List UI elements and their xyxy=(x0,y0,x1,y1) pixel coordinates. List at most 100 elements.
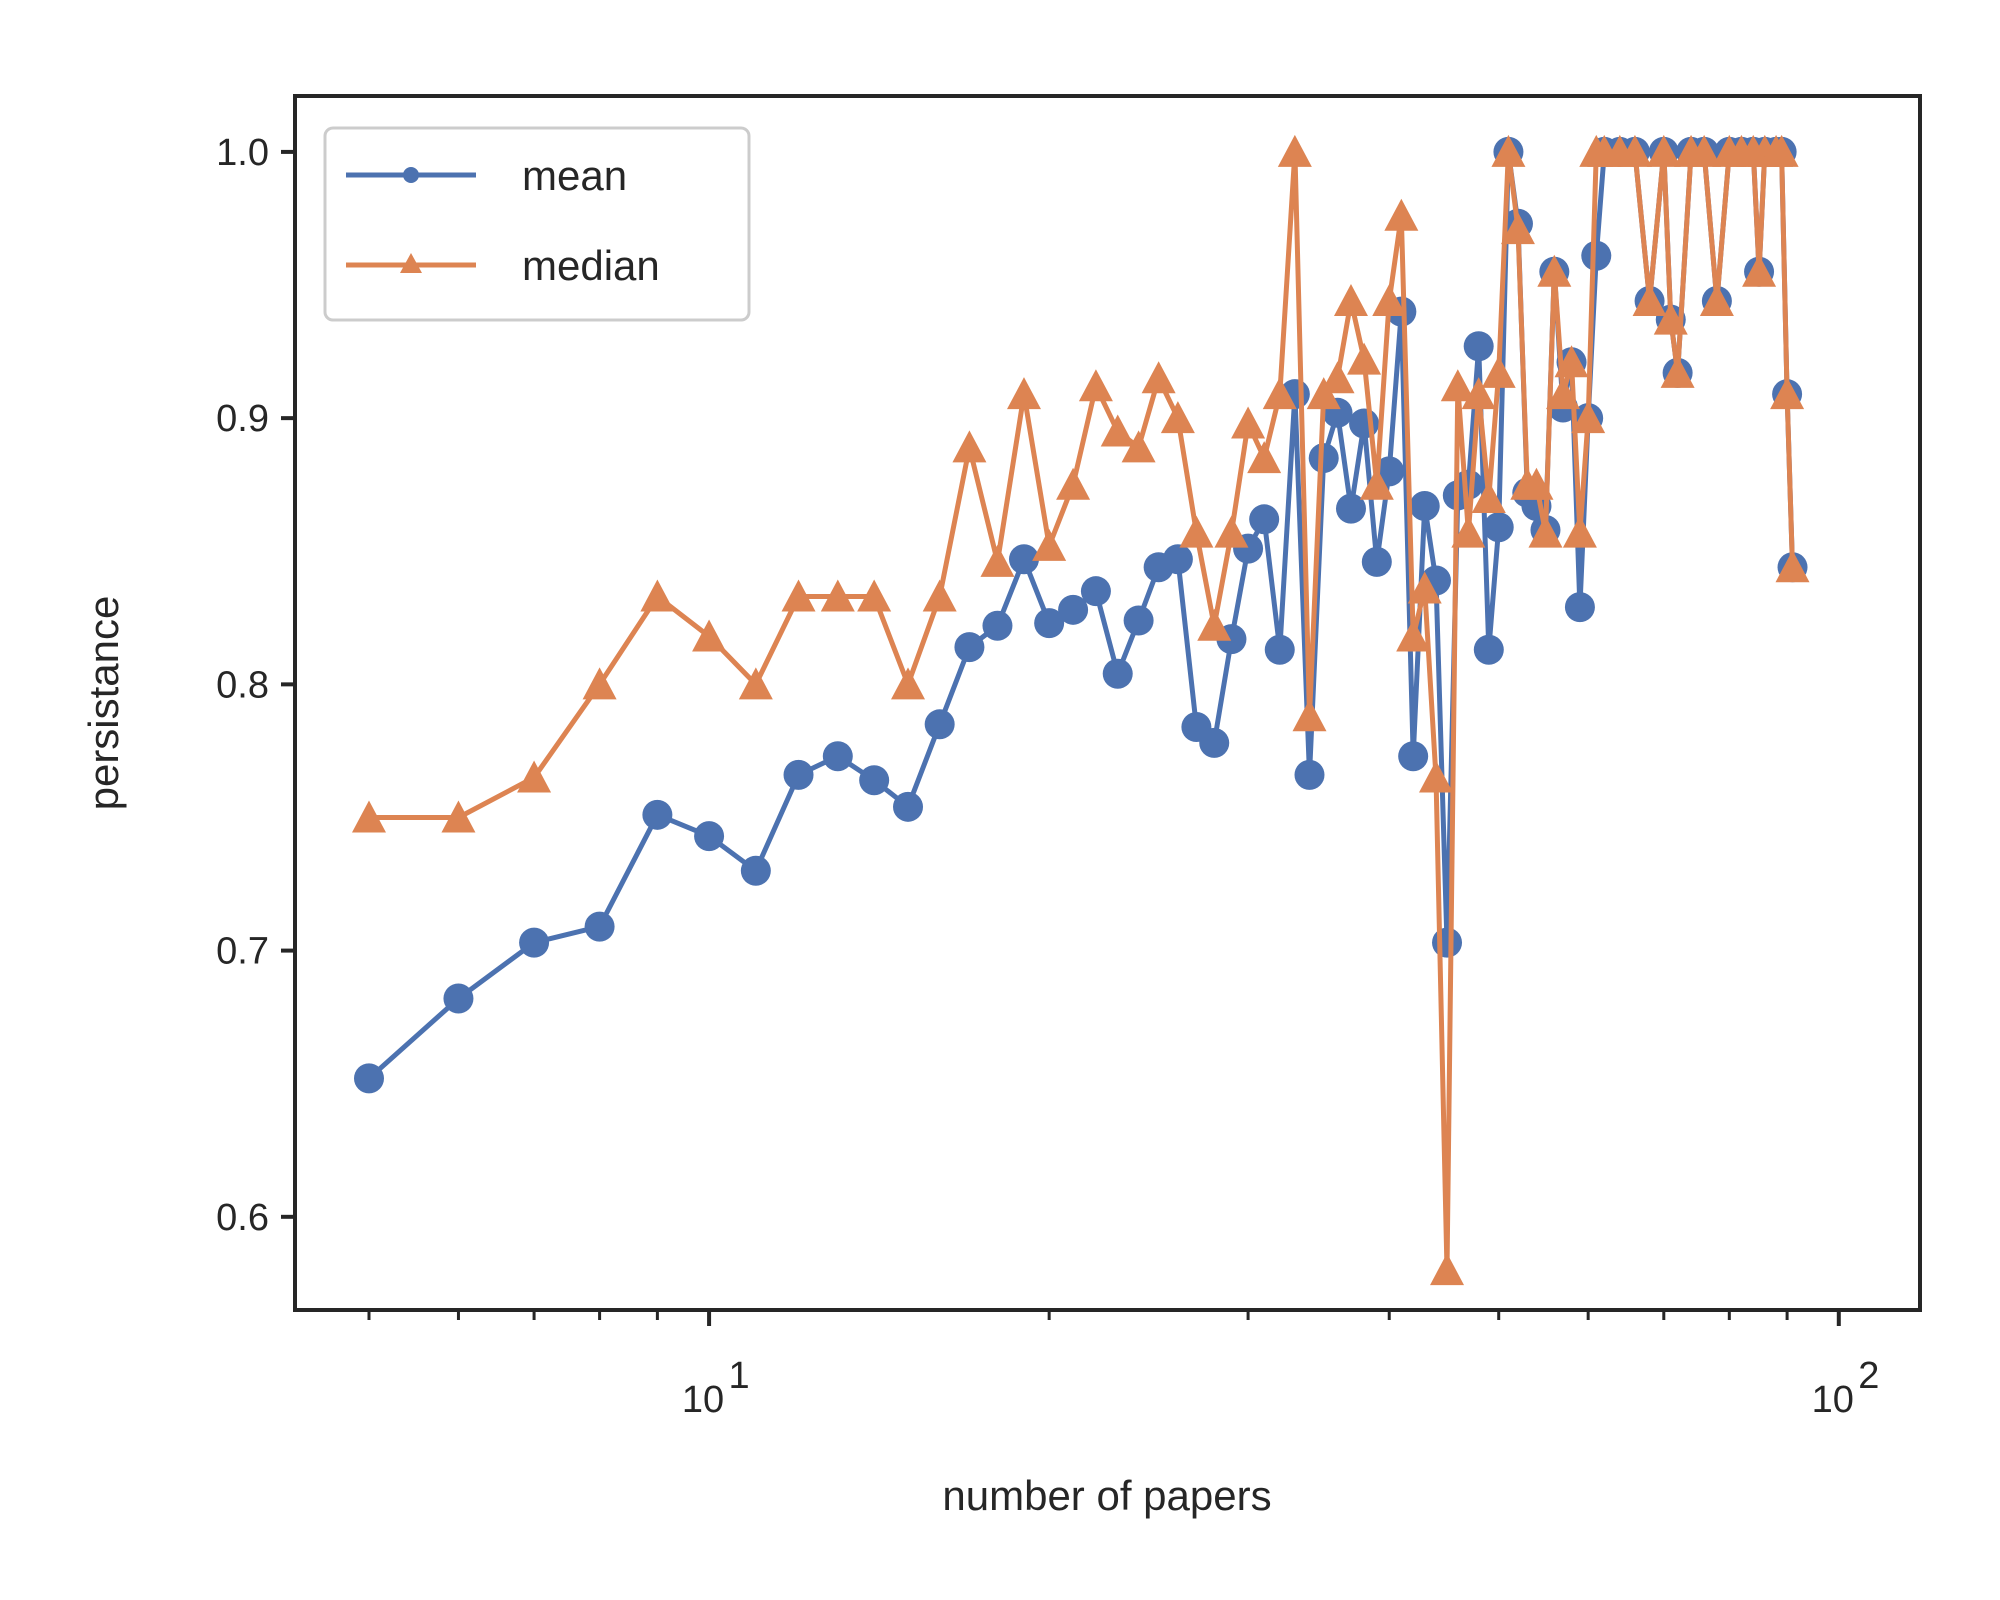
legend-mean-label: mean xyxy=(522,152,627,199)
data-point-median xyxy=(1141,361,1176,394)
data-point-median xyxy=(891,667,926,700)
data-point-median xyxy=(1687,134,1722,167)
data-point-median xyxy=(1262,377,1297,410)
data-point-median xyxy=(1632,283,1667,316)
data-point-median xyxy=(781,579,816,612)
data-point-median xyxy=(1660,355,1695,388)
data-point-mean xyxy=(1453,469,1484,500)
data-point-mean xyxy=(1102,658,1133,689)
data-point-mean xyxy=(1294,759,1325,790)
data-point-median xyxy=(1384,198,1419,231)
data-point-mean xyxy=(1398,741,1429,772)
data-point-median xyxy=(1333,283,1368,316)
legend: mean median xyxy=(323,126,751,322)
data-point-median xyxy=(441,800,476,833)
data-point-mean xyxy=(1564,592,1595,623)
data-point-median xyxy=(1277,134,1312,167)
data-point-median xyxy=(1461,377,1496,410)
data-point-median xyxy=(1396,619,1431,652)
data-point-median xyxy=(1320,361,1355,394)
data-point-mean xyxy=(982,610,1013,641)
legend-median-marker xyxy=(400,253,422,273)
data-point-mean xyxy=(859,765,890,796)
data-point-median xyxy=(1006,377,1041,410)
data-point-median xyxy=(1347,342,1382,375)
y-axis-label: persistance xyxy=(80,596,127,811)
data-point-mean xyxy=(1349,408,1380,439)
data-point-median xyxy=(1770,377,1805,410)
data-point-median xyxy=(1471,481,1506,514)
data-point-mean xyxy=(584,911,615,942)
data-point-mean xyxy=(740,855,771,886)
data-point-mean xyxy=(1581,240,1612,271)
data-point-median xyxy=(1519,467,1554,500)
data-point-median xyxy=(1546,377,1581,410)
data-point-mean xyxy=(642,799,673,830)
data-point-mean xyxy=(1463,331,1494,362)
x-tick-label-exponent: 2 xyxy=(1858,1355,1879,1397)
series-line-median xyxy=(369,149,1795,1273)
data-point-mean xyxy=(1199,727,1230,758)
series-layer xyxy=(351,134,1810,1286)
data-point-mean xyxy=(1123,605,1154,636)
legend-median-label: median xyxy=(522,242,660,289)
data-point-mean xyxy=(519,927,550,958)
data-point-median xyxy=(1056,467,1091,500)
y-tick-label: 1.0 xyxy=(216,132,269,174)
data-point-median xyxy=(692,619,727,652)
data-point-mean xyxy=(1409,490,1440,521)
data-point-median xyxy=(1764,134,1799,167)
data-point-median xyxy=(1078,369,1113,402)
data-point-median xyxy=(1418,760,1453,793)
data-point-median xyxy=(857,579,892,612)
x-tick-label: 10 xyxy=(1812,1379,1854,1421)
data-point-median xyxy=(922,579,957,612)
data-point-mean xyxy=(1361,546,1392,577)
data-point-median xyxy=(1646,134,1681,167)
data-point-median xyxy=(1617,134,1652,167)
data-point-mean xyxy=(822,741,853,772)
data-point-median xyxy=(1100,414,1135,447)
data-point-median xyxy=(1407,571,1442,604)
data-point-mean xyxy=(783,759,814,790)
data-point-median xyxy=(1500,212,1535,245)
data-point-mean xyxy=(1034,608,1065,639)
data-point-median xyxy=(1179,515,1214,548)
x-tick-label: 10 xyxy=(682,1379,724,1421)
data-point-median xyxy=(1562,515,1597,548)
x-axis-label: number of papers xyxy=(942,1472,1271,1519)
data-point-mean xyxy=(1473,634,1504,665)
data-point-median xyxy=(1571,401,1606,434)
data-point-median xyxy=(1742,254,1777,287)
data-point-mean xyxy=(694,821,725,852)
legend-mean-marker xyxy=(403,167,419,183)
data-point-median xyxy=(1699,283,1734,316)
data-point-median xyxy=(738,667,773,700)
data-point-median xyxy=(1372,283,1407,316)
data-point-mean xyxy=(954,632,985,663)
data-point-median xyxy=(1292,699,1327,732)
data-point-median xyxy=(820,579,855,612)
data-point-median xyxy=(1214,515,1249,548)
series-median xyxy=(351,134,1810,1286)
data-point-median xyxy=(582,667,617,700)
data-point-median xyxy=(1537,254,1572,287)
data-point-mean xyxy=(1483,512,1514,543)
data-point-median xyxy=(1775,550,1810,583)
data-point-median xyxy=(1491,134,1526,167)
data-point-median xyxy=(1528,515,1563,548)
data-point-median xyxy=(351,800,386,833)
data-point-mean xyxy=(1249,504,1280,535)
y-tick-label: 0.8 xyxy=(216,664,269,706)
data-point-mean xyxy=(893,791,924,822)
y-tick-label: 0.9 xyxy=(216,398,269,440)
data-point-median xyxy=(1440,369,1475,402)
data-point-median xyxy=(1032,528,1067,561)
data-point-mean xyxy=(1080,576,1111,607)
data-point-median xyxy=(517,760,552,793)
data-point-median xyxy=(640,579,675,612)
x-tick-label-exponent: 1 xyxy=(729,1355,750,1397)
